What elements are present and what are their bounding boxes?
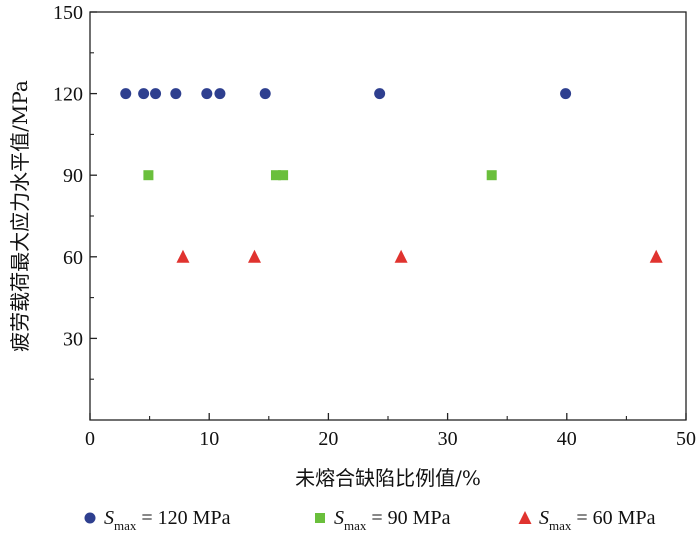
data-point <box>214 88 226 100</box>
x-tick-label: 30 <box>438 428 458 450</box>
legend-label: Smax = 90 MPa <box>334 507 451 533</box>
y-tick-label: 120 <box>53 84 83 106</box>
data-point <box>486 170 497 181</box>
data-point <box>201 88 213 100</box>
x-axis: 0 10 20 30 40 50 <box>85 413 696 450</box>
legend-label: Smax = 60 MPa <box>539 507 656 533</box>
y-tick-label: 150 <box>53 2 83 24</box>
data-point <box>143 170 154 181</box>
y-axis-label: 疲劳载荷最大应力水平值/MPa <box>8 80 32 352</box>
data-point <box>170 88 182 100</box>
legend-marker <box>315 513 325 523</box>
data-point <box>649 249 663 263</box>
legend-label: Smax = 120 MPa <box>104 507 231 533</box>
data-point <box>374 88 386 100</box>
y-tick-label: 60 <box>63 247 83 269</box>
legend-marker <box>518 511 532 524</box>
legend-marker <box>84 512 96 524</box>
x-tick-label: 20 <box>318 428 338 450</box>
x-tick-label: 40 <box>557 428 577 450</box>
x-tick-label: 50 <box>676 428 696 450</box>
x-axis-label: 未熔合缺陷比例值/% <box>295 466 481 490</box>
legend: Smax = 120 MPa Smax = 90 MPa Smax = 60 MPa <box>84 507 656 533</box>
data-point <box>259 88 271 100</box>
data-point <box>176 249 190 263</box>
y-axis: 30 60 90 120 150 <box>53 2 97 380</box>
data-point <box>278 170 289 181</box>
data-point <box>138 88 150 100</box>
data-point <box>247 249 261 263</box>
data-point <box>150 88 162 100</box>
data-point <box>120 88 132 100</box>
y-tick-label: 30 <box>63 328 83 350</box>
x-tick-label: 0 <box>85 428 95 450</box>
x-tick-label: 10 <box>199 428 219 450</box>
data-point <box>270 170 281 181</box>
data-point <box>394 249 408 263</box>
plot-frame <box>89 11 687 421</box>
data-points <box>120 88 663 263</box>
data-point <box>560 88 572 100</box>
y-tick-label: 90 <box>63 165 83 187</box>
